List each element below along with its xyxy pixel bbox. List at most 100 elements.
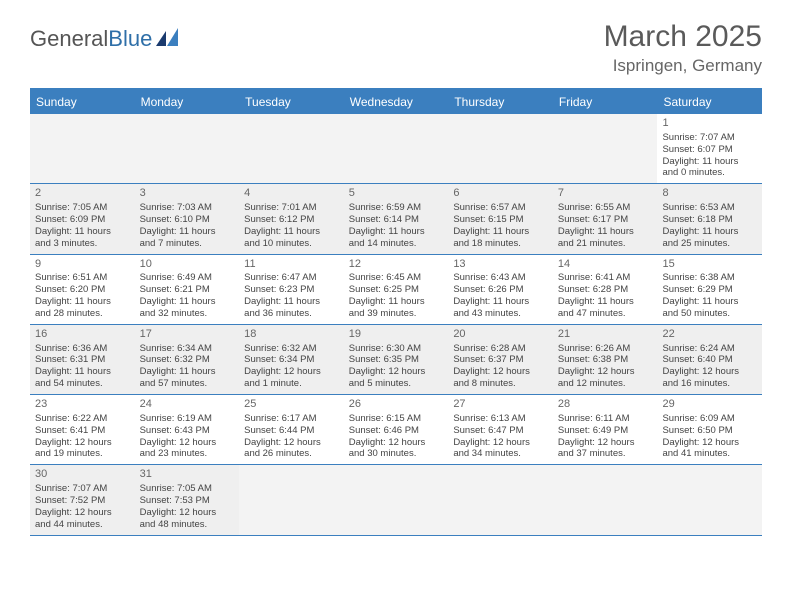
sunset-text: Sunset: 6:21 PM <box>140 284 235 296</box>
day-number: 31 <box>140 468 235 482</box>
sunrise-text: Sunrise: 6:24 AM <box>662 343 757 355</box>
sunset-text: Sunset: 6:46 PM <box>349 425 444 437</box>
sunset-text: Sunset: 6:50 PM <box>662 425 757 437</box>
day-cell: 11Sunrise: 6:47 AMSunset: 6:23 PMDayligh… <box>239 255 344 324</box>
day-cell: 9Sunrise: 6:51 AMSunset: 6:20 PMDaylight… <box>30 255 135 324</box>
day-number: 20 <box>453 328 548 342</box>
sunset-text: Sunset: 6:38 PM <box>558 354 653 366</box>
day-number: 27 <box>453 398 548 412</box>
sunrise-text: Sunrise: 6:53 AM <box>662 202 757 214</box>
sunrise-text: Sunrise: 6:49 AM <box>140 272 235 284</box>
day-cell: 24Sunrise: 6:19 AMSunset: 6:43 PMDayligh… <box>135 395 240 464</box>
daylight-text: Daylight: 11 hours <box>453 226 548 238</box>
dayhead: Monday <box>135 90 240 114</box>
weeks-container: 1Sunrise: 7:07 AMSunset: 6:07 PMDaylight… <box>30 114 762 536</box>
day-cell: 16Sunrise: 6:36 AMSunset: 6:31 PMDayligh… <box>30 325 135 394</box>
daylight-text: and 43 minutes. <box>453 308 548 320</box>
daylight-text: Daylight: 12 hours <box>662 437 757 449</box>
day-cell: 20Sunrise: 6:28 AMSunset: 6:37 PMDayligh… <box>448 325 553 394</box>
week-row: 1Sunrise: 7:07 AMSunset: 6:07 PMDaylight… <box>30 114 762 184</box>
day-cell: 25Sunrise: 6:17 AMSunset: 6:44 PMDayligh… <box>239 395 344 464</box>
daylight-text: Daylight: 11 hours <box>558 296 653 308</box>
daylight-text: and 30 minutes. <box>349 448 444 460</box>
sunset-text: Sunset: 6:34 PM <box>244 354 339 366</box>
empty-cell <box>239 465 344 534</box>
day-cell: 13Sunrise: 6:43 AMSunset: 6:26 PMDayligh… <box>448 255 553 324</box>
daylight-text: and 36 minutes. <box>244 308 339 320</box>
daylight-text: and 12 minutes. <box>558 378 653 390</box>
daylight-text: Daylight: 12 hours <box>558 366 653 378</box>
dayhead: Sunday <box>30 90 135 114</box>
day-number: 13 <box>453 258 548 272</box>
day-number: 19 <box>349 328 444 342</box>
daylight-text: and 10 minutes. <box>244 238 339 250</box>
empty-cell <box>344 114 449 183</box>
day-cell: 7Sunrise: 6:55 AMSunset: 6:17 PMDaylight… <box>553 184 658 253</box>
daylight-text: Daylight: 11 hours <box>349 226 444 238</box>
logo-text-2: Blue <box>108 26 152 52</box>
sunset-text: Sunset: 6:44 PM <box>244 425 339 437</box>
empty-cell <box>30 114 135 183</box>
daylight-text: and 0 minutes. <box>662 167 757 179</box>
sunset-text: Sunset: 6:18 PM <box>662 214 757 226</box>
sunrise-text: Sunrise: 6:43 AM <box>453 272 548 284</box>
day-cell: 1Sunrise: 7:07 AMSunset: 6:07 PMDaylight… <box>657 114 762 183</box>
sunrise-text: Sunrise: 7:07 AM <box>662 132 757 144</box>
daylight-text: and 14 minutes. <box>349 238 444 250</box>
sunrise-text: Sunrise: 6:41 AM <box>558 272 653 284</box>
daylight-text: Daylight: 11 hours <box>558 226 653 238</box>
sunset-text: Sunset: 6:31 PM <box>35 354 130 366</box>
sunset-text: Sunset: 6:17 PM <box>558 214 653 226</box>
sunset-text: Sunset: 6:35 PM <box>349 354 444 366</box>
title-block: March 2025 Ispringen, Germany <box>604 20 762 76</box>
sunrise-text: Sunrise: 6:45 AM <box>349 272 444 284</box>
day-number: 21 <box>558 328 653 342</box>
day-number: 30 <box>35 468 130 482</box>
day-cell: 12Sunrise: 6:45 AMSunset: 6:25 PMDayligh… <box>344 255 449 324</box>
day-number: 2 <box>35 187 130 201</box>
day-cell: 14Sunrise: 6:41 AMSunset: 6:28 PMDayligh… <box>553 255 658 324</box>
logo-text-1: General <box>30 26 108 52</box>
day-cell: 28Sunrise: 6:11 AMSunset: 6:49 PMDayligh… <box>553 395 658 464</box>
daylight-text: Daylight: 12 hours <box>662 366 757 378</box>
day-cell: 8Sunrise: 6:53 AMSunset: 6:18 PMDaylight… <box>657 184 762 253</box>
empty-cell <box>344 465 449 534</box>
day-number: 15 <box>662 258 757 272</box>
daylight-text: and 48 minutes. <box>140 519 235 531</box>
sunrise-text: Sunrise: 6:17 AM <box>244 413 339 425</box>
day-cell: 4Sunrise: 7:01 AMSunset: 6:12 PMDaylight… <box>239 184 344 253</box>
sunset-text: Sunset: 6:32 PM <box>140 354 235 366</box>
daylight-text: Daylight: 12 hours <box>35 437 130 449</box>
week-row: 30Sunrise: 7:07 AMSunset: 7:52 PMDayligh… <box>30 465 762 535</box>
flag-icon <box>156 26 182 52</box>
daylight-text: Daylight: 11 hours <box>453 296 548 308</box>
sunrise-text: Sunrise: 6:19 AM <box>140 413 235 425</box>
day-cell: 18Sunrise: 6:32 AMSunset: 6:34 PMDayligh… <box>239 325 344 394</box>
sunrise-text: Sunrise: 6:59 AM <box>349 202 444 214</box>
dayhead: Friday <box>553 90 658 114</box>
day-number: 26 <box>349 398 444 412</box>
dayhead: Thursday <box>448 90 553 114</box>
sunset-text: Sunset: 6:43 PM <box>140 425 235 437</box>
daylight-text: and 26 minutes. <box>244 448 339 460</box>
sunrise-text: Sunrise: 7:01 AM <box>244 202 339 214</box>
daylight-text: Daylight: 12 hours <box>453 437 548 449</box>
sunrise-text: Sunrise: 6:36 AM <box>35 343 130 355</box>
sunrise-text: Sunrise: 6:22 AM <box>35 413 130 425</box>
day-cell: 26Sunrise: 6:15 AMSunset: 6:46 PMDayligh… <box>344 395 449 464</box>
daylight-text: Daylight: 12 hours <box>558 437 653 449</box>
sunset-text: Sunset: 7:53 PM <box>140 495 235 507</box>
daylight-text: and 23 minutes. <box>140 448 235 460</box>
day-number: 29 <box>662 398 757 412</box>
daylight-text: and 41 minutes. <box>662 448 757 460</box>
day-cell: 30Sunrise: 7:07 AMSunset: 7:52 PMDayligh… <box>30 465 135 534</box>
day-number: 5 <box>349 187 444 201</box>
empty-cell <box>135 114 240 183</box>
sunset-text: Sunset: 6:37 PM <box>453 354 548 366</box>
daylight-text: Daylight: 11 hours <box>140 226 235 238</box>
sunrise-text: Sunrise: 6:32 AM <box>244 343 339 355</box>
day-cell: 3Sunrise: 7:03 AMSunset: 6:10 PMDaylight… <box>135 184 240 253</box>
daylight-text: and 3 minutes. <box>35 238 130 250</box>
day-number: 11 <box>244 258 339 272</box>
daylight-text: Daylight: 12 hours <box>35 507 130 519</box>
